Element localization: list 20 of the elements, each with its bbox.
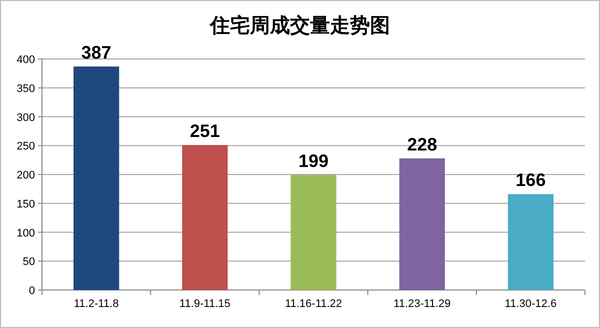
data-label: 387 (81, 42, 112, 63)
y-tick-label: 350 (16, 82, 35, 95)
title: 住宅周成交量走势图 (210, 15, 390, 37)
data-label: 199 (298, 151, 329, 172)
y-tick-label: 300 (16, 112, 35, 124)
x-tick-label: 11.16-11.22 (284, 298, 342, 310)
y-tick-label: 400 (16, 54, 35, 66)
y-tick-label: 0 (28, 285, 35, 297)
y-tick-label: 50 (22, 256, 35, 268)
y-tick-label: 100 (16, 227, 35, 240)
x-tick-label: 11.2-11.8 (74, 298, 119, 310)
y-tick-label: 150 (16, 198, 35, 210)
y-tick-label: 200 (16, 170, 35, 182)
data-label: 166 (516, 170, 546, 190)
x-tick-label: 11.9-11.15 (179, 298, 230, 310)
y-tick-label: 250 (16, 140, 35, 153)
x-tick-label: 11.30-12.6 (504, 298, 557, 310)
x-tick-label: 11.23-11.29 (394, 298, 451, 310)
data-label: 228 (407, 134, 438, 154)
data-label: 251 (190, 121, 220, 142)
